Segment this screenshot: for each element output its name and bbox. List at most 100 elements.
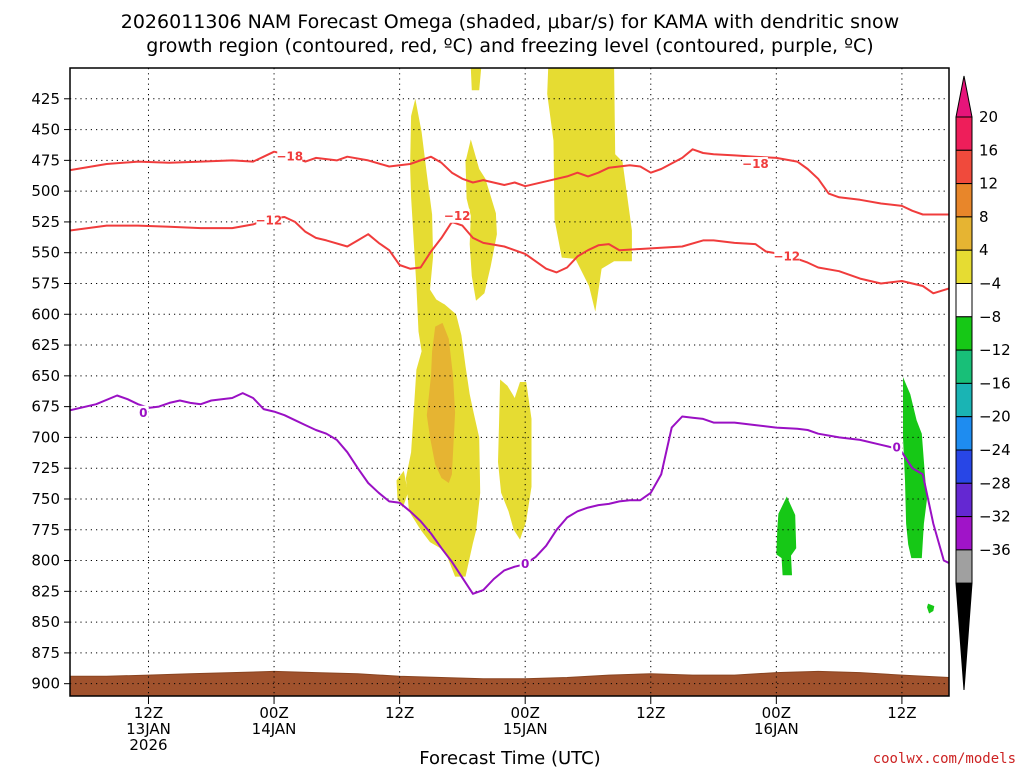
colorbar-segment-12: [955, 516, 973, 551]
colorbar-top-arrow: [955, 75, 973, 118]
colorbar-segment-9: [955, 416, 973, 451]
colorbar-segment-11: [955, 482, 973, 518]
y-tick-label-600: 600: [31, 305, 60, 323]
contour-label-bg-0-0: [277, 149, 303, 164]
x-tick-label-1-0: 00Z: [259, 704, 288, 722]
x-tick-label-3-0: 00Z: [511, 704, 540, 722]
y-tick-label-650: 650: [31, 367, 60, 385]
y-tick-label-550: 550: [31, 244, 60, 262]
y-tick-label-475: 475: [31, 151, 60, 169]
omega-shading: [396, 68, 935, 614]
plot-frame: [69, 67, 950, 697]
contour-label-0-0: −18: [276, 150, 303, 164]
colorbar-label-0: 20: [979, 108, 998, 126]
y-axis: 425 450 475 500 525 550 575 600 625 650 675 700 725 7…: [31, 90, 70, 693]
contour-label-bg-2-2: [891, 440, 903, 455]
contour-label-2-0: 0: [139, 406, 147, 420]
colorbar-bottom-arrow: [955, 582, 973, 691]
contour-label-1-0: −12: [255, 214, 282, 228]
x-axis-label: Forecast Time (UTC): [419, 748, 600, 768]
colorbar-label-9: −20: [979, 408, 1011, 426]
colorbar-label-6: −8: [979, 308, 1001, 326]
x-tick-label-5-0: 00Z: [762, 704, 791, 722]
x-tick-label-5-1: 16JAN: [754, 720, 799, 738]
y-tick-label-425: 425: [31, 90, 60, 108]
colorbar-segment-4: [955, 249, 973, 284]
colorbar-label-4: 4: [979, 241, 989, 259]
y-tick-label-625: 625: [31, 336, 60, 354]
x-tick-label-6-0: 12Z: [887, 704, 916, 722]
x-tick-label-4-0: 12Z: [636, 704, 665, 722]
y-tick-label-500: 500: [31, 182, 60, 200]
colorbar-label-5: −4: [979, 275, 1001, 293]
y-tick-label-575: 575: [31, 274, 60, 292]
y-tick-label-800: 800: [31, 552, 60, 570]
y-tick-label-900: 900: [31, 675, 60, 693]
contour-labels: −18 −18 −12 −12 −12 0 0 0: [137, 149, 903, 572]
x-tick-label-0-0: 12Z: [134, 704, 163, 722]
y-tick-label-825: 825: [31, 582, 60, 600]
omega-region-9: [776, 496, 797, 576]
x-tick-label-1-1: 14JAN: [252, 720, 297, 738]
chart-title-line-2: growth region (contoured, red, ºC) and f…: [146, 35, 873, 57]
colorbar-segment-3: [955, 216, 973, 251]
colorbar-label-3: 8: [979, 208, 989, 226]
colorbar-segment-7: [955, 349, 973, 384]
terrain-ground: [70, 670, 949, 696]
terrain-layer: [70, 670, 949, 696]
y-tick-label-750: 750: [31, 490, 60, 508]
colorbar-label-1: 16: [979, 141, 998, 159]
colorbar-segment-1: [955, 149, 973, 185]
y-tick-label-775: 775: [31, 521, 60, 539]
y-tick-label-525: 525: [31, 213, 60, 231]
contour-label-bg-1-0: [256, 213, 282, 228]
colorbar-segment-0: [955, 116, 973, 151]
omega-region-4: [465, 139, 497, 301]
contour-label-1-1: −12: [444, 209, 471, 223]
chart-title-line-1: 2026011306 NAM Forecast Omega (shaded, μ…: [121, 11, 899, 33]
y-tick-label-875: 875: [31, 644, 60, 662]
colorbar-label-2: 12: [979, 175, 998, 193]
colorbar-label-8: −16: [979, 374, 1011, 392]
x-tick-label-0-2: 2026: [129, 736, 167, 754]
contour-label-0-1: −18: [742, 157, 769, 171]
colorbar-label-13: −36: [979, 541, 1011, 559]
colorbar-segment-6: [955, 316, 973, 351]
contour-label-2-2: 0: [892, 440, 900, 454]
colorbar-label-7: −12: [979, 341, 1011, 359]
omega-region-8: [903, 377, 927, 559]
y-tick-label-850: 850: [31, 613, 60, 631]
y-tick-label-725: 725: [31, 459, 60, 477]
x-tick-label-3-1: 15JAN: [503, 720, 548, 738]
contour-label-bg-0-1: [742, 157, 768, 172]
colorbar-segment-10: [955, 449, 973, 484]
contour-label-2-1: 0: [521, 557, 529, 571]
colorbar-segment-5: [955, 283, 973, 318]
colorbar-label-12: −32: [979, 508, 1011, 526]
colorbar-segment-8: [955, 382, 973, 418]
contour-label-bg-2-1: [519, 557, 531, 572]
colorbar: 20 16 12 8 4 −4 −8 −12 −16 −20 −24 −28 −32 −36: [955, 75, 1011, 691]
contour-label-1-2: −12: [773, 249, 800, 263]
colorbar-label-10: −24: [979, 441, 1011, 459]
contour-label-bg-2-0: [137, 405, 149, 420]
contour-2: [70, 392, 949, 595]
colorbar-segment-2: [955, 183, 973, 218]
colorbar-segment-13: [955, 549, 973, 584]
x-tick-label-0-1: 13JAN: [126, 720, 171, 738]
credit-text: coolwx.com/models: [873, 751, 1016, 767]
y-tick-label-675: 675: [31, 398, 60, 416]
contour-label-bg-1-1: [444, 208, 470, 223]
contour-label-bg-1-2: [774, 249, 800, 264]
omega-region-1: [470, 68, 482, 91]
y-tick-label-450: 450: [31, 121, 60, 139]
colorbar-label-11: −28: [979, 474, 1011, 492]
omega-region-2: [547, 68, 632, 312]
omega-region-10: [927, 603, 935, 614]
x-tick-label-2-0: 12Z: [385, 704, 414, 722]
omega-region-7: [426, 322, 456, 483]
omega-region-5: [498, 379, 532, 540]
y-tick-label-700: 700: [31, 428, 60, 446]
